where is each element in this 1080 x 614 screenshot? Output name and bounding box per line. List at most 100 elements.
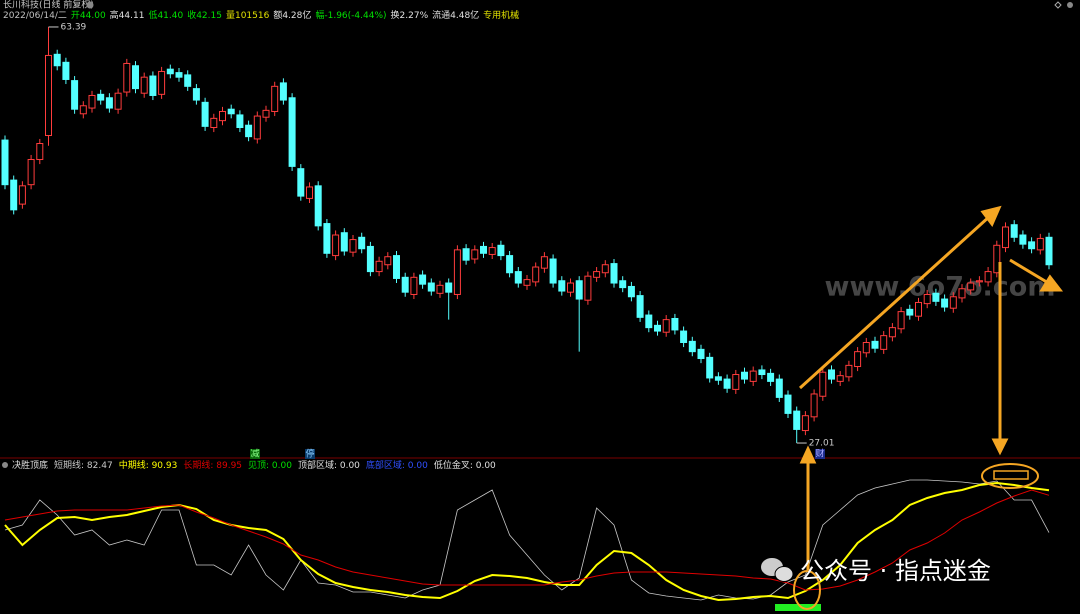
candle-body: [558, 280, 566, 292]
candle-body: [445, 282, 453, 293]
candle-body: [836, 375, 844, 382]
candle-body: [906, 308, 914, 316]
watermark: www.6o7o.com: [825, 272, 1056, 303]
candle-body: [845, 364, 853, 378]
indicator-icon[interactable]: [2, 462, 8, 468]
candle-body: [680, 330, 688, 344]
candle-body: [636, 295, 644, 318]
candle-body: [288, 97, 296, 167]
candle-body: [175, 72, 183, 78]
candle-body: [88, 94, 96, 109]
arrow: [1009, 258, 1051, 286]
candle-body: [10, 179, 18, 211]
candle-body: [723, 378, 731, 389]
candle-body: [62, 61, 70, 80]
candle-body: [671, 317, 679, 331]
candle-body: [79, 105, 87, 115]
candle-body: [975, 280, 983, 283]
candle-body: [819, 371, 827, 397]
candle-body: [1036, 237, 1044, 251]
candle-body: [915, 301, 922, 317]
wechat-logo: [761, 558, 794, 582]
candle-body: [732, 374, 740, 390]
candle-body: [706, 356, 714, 379]
candle-body: [941, 298, 949, 308]
candle-body: [923, 293, 931, 305]
quote-item: 开44.00: [71, 10, 106, 21]
candle-body: [436, 284, 444, 294]
candle-body: [749, 370, 757, 382]
candle-body: [358, 236, 366, 250]
candle-body: [410, 276, 418, 295]
candle-body: [862, 342, 870, 354]
candle-body: [793, 410, 801, 430]
candle-body: [523, 279, 531, 286]
candle-body: [506, 255, 514, 274]
candle-body: [854, 351, 862, 368]
candle-body: [36, 143, 44, 161]
highlight: [993, 470, 1029, 480]
signal-box: [815, 449, 825, 459]
candle-body: [375, 260, 383, 273]
candle-body: [279, 82, 287, 101]
candle-body: [993, 244, 1001, 274]
watermark: 公众号 · 指点迷金: [800, 557, 991, 585]
candle-body: [932, 292, 940, 302]
candle-body: [828, 369, 835, 380]
candle-body: [462, 248, 470, 261]
candle-body: [593, 271, 601, 278]
candle-body: [514, 271, 522, 284]
indicator-legend: 决胜顶底 短期线: 82.47 中期线: 90.93 长期线: 89.95 见顶: 0.…: [12, 459, 496, 471]
candle-body: [166, 68, 174, 75]
candle-body: [897, 311, 905, 330]
candle-body: [1002, 226, 1009, 249]
title-icon[interactable]: [86, 1, 94, 9]
candle-body: [619, 280, 627, 289]
candle-body: [1, 139, 9, 186]
candle-body: [532, 266, 540, 283]
candle-body: [192, 88, 200, 101]
legend-entry: 长期线: 89.95: [183, 459, 242, 471]
legend-entry: 顶部区域: 0.00: [298, 459, 360, 471]
candle-body: [236, 114, 244, 128]
candle-body: [741, 371, 748, 380]
quote-item: 量101516: [226, 10, 270, 21]
candle-body: [767, 372, 775, 382]
signal-box: [305, 449, 315, 459]
legend-entry: 短期线: 82.47: [54, 459, 113, 471]
candle-body: [245, 124, 253, 138]
arrow: [798, 214, 992, 390]
candle-body: [984, 271, 992, 283]
candle-body: [654, 324, 661, 332]
legend-entry: 中期线: 90.93: [119, 459, 178, 471]
candle-body: [497, 244, 505, 257]
candle-body: [880, 335, 888, 350]
candle-body: [714, 376, 722, 381]
candle-body: [471, 249, 479, 260]
candle-body: [132, 65, 139, 90]
indicator-title: 决胜顶底: [12, 459, 48, 471]
candle-body: [123, 62, 131, 93]
candle-body: [1019, 234, 1027, 245]
highlight: [793, 570, 821, 610]
candle-body: [271, 85, 279, 112]
candle-body: [97, 93, 105, 101]
legend-entry: 见顶: 0.00: [248, 460, 292, 471]
signal-bar: [775, 604, 821, 611]
signal: 停: [305, 448, 314, 460]
annotations: [793, 205, 1064, 610]
legend-entry: 低位金叉: 0.00: [434, 459, 496, 471]
candle-body: [949, 296, 957, 309]
candle-body: [45, 54, 52, 137]
icon-dot[interactable]: [1067, 2, 1073, 8]
candle-body: [871, 340, 879, 349]
candle-body: [549, 258, 557, 284]
quote-item: 低41.40: [148, 9, 183, 21]
icon-diamond[interactable]: [1054, 1, 1062, 9]
arrowhead: [980, 205, 1002, 227]
candle-body: [575, 280, 583, 300]
low-label: 27.01: [809, 439, 835, 449]
candle-body: [140, 76, 148, 94]
